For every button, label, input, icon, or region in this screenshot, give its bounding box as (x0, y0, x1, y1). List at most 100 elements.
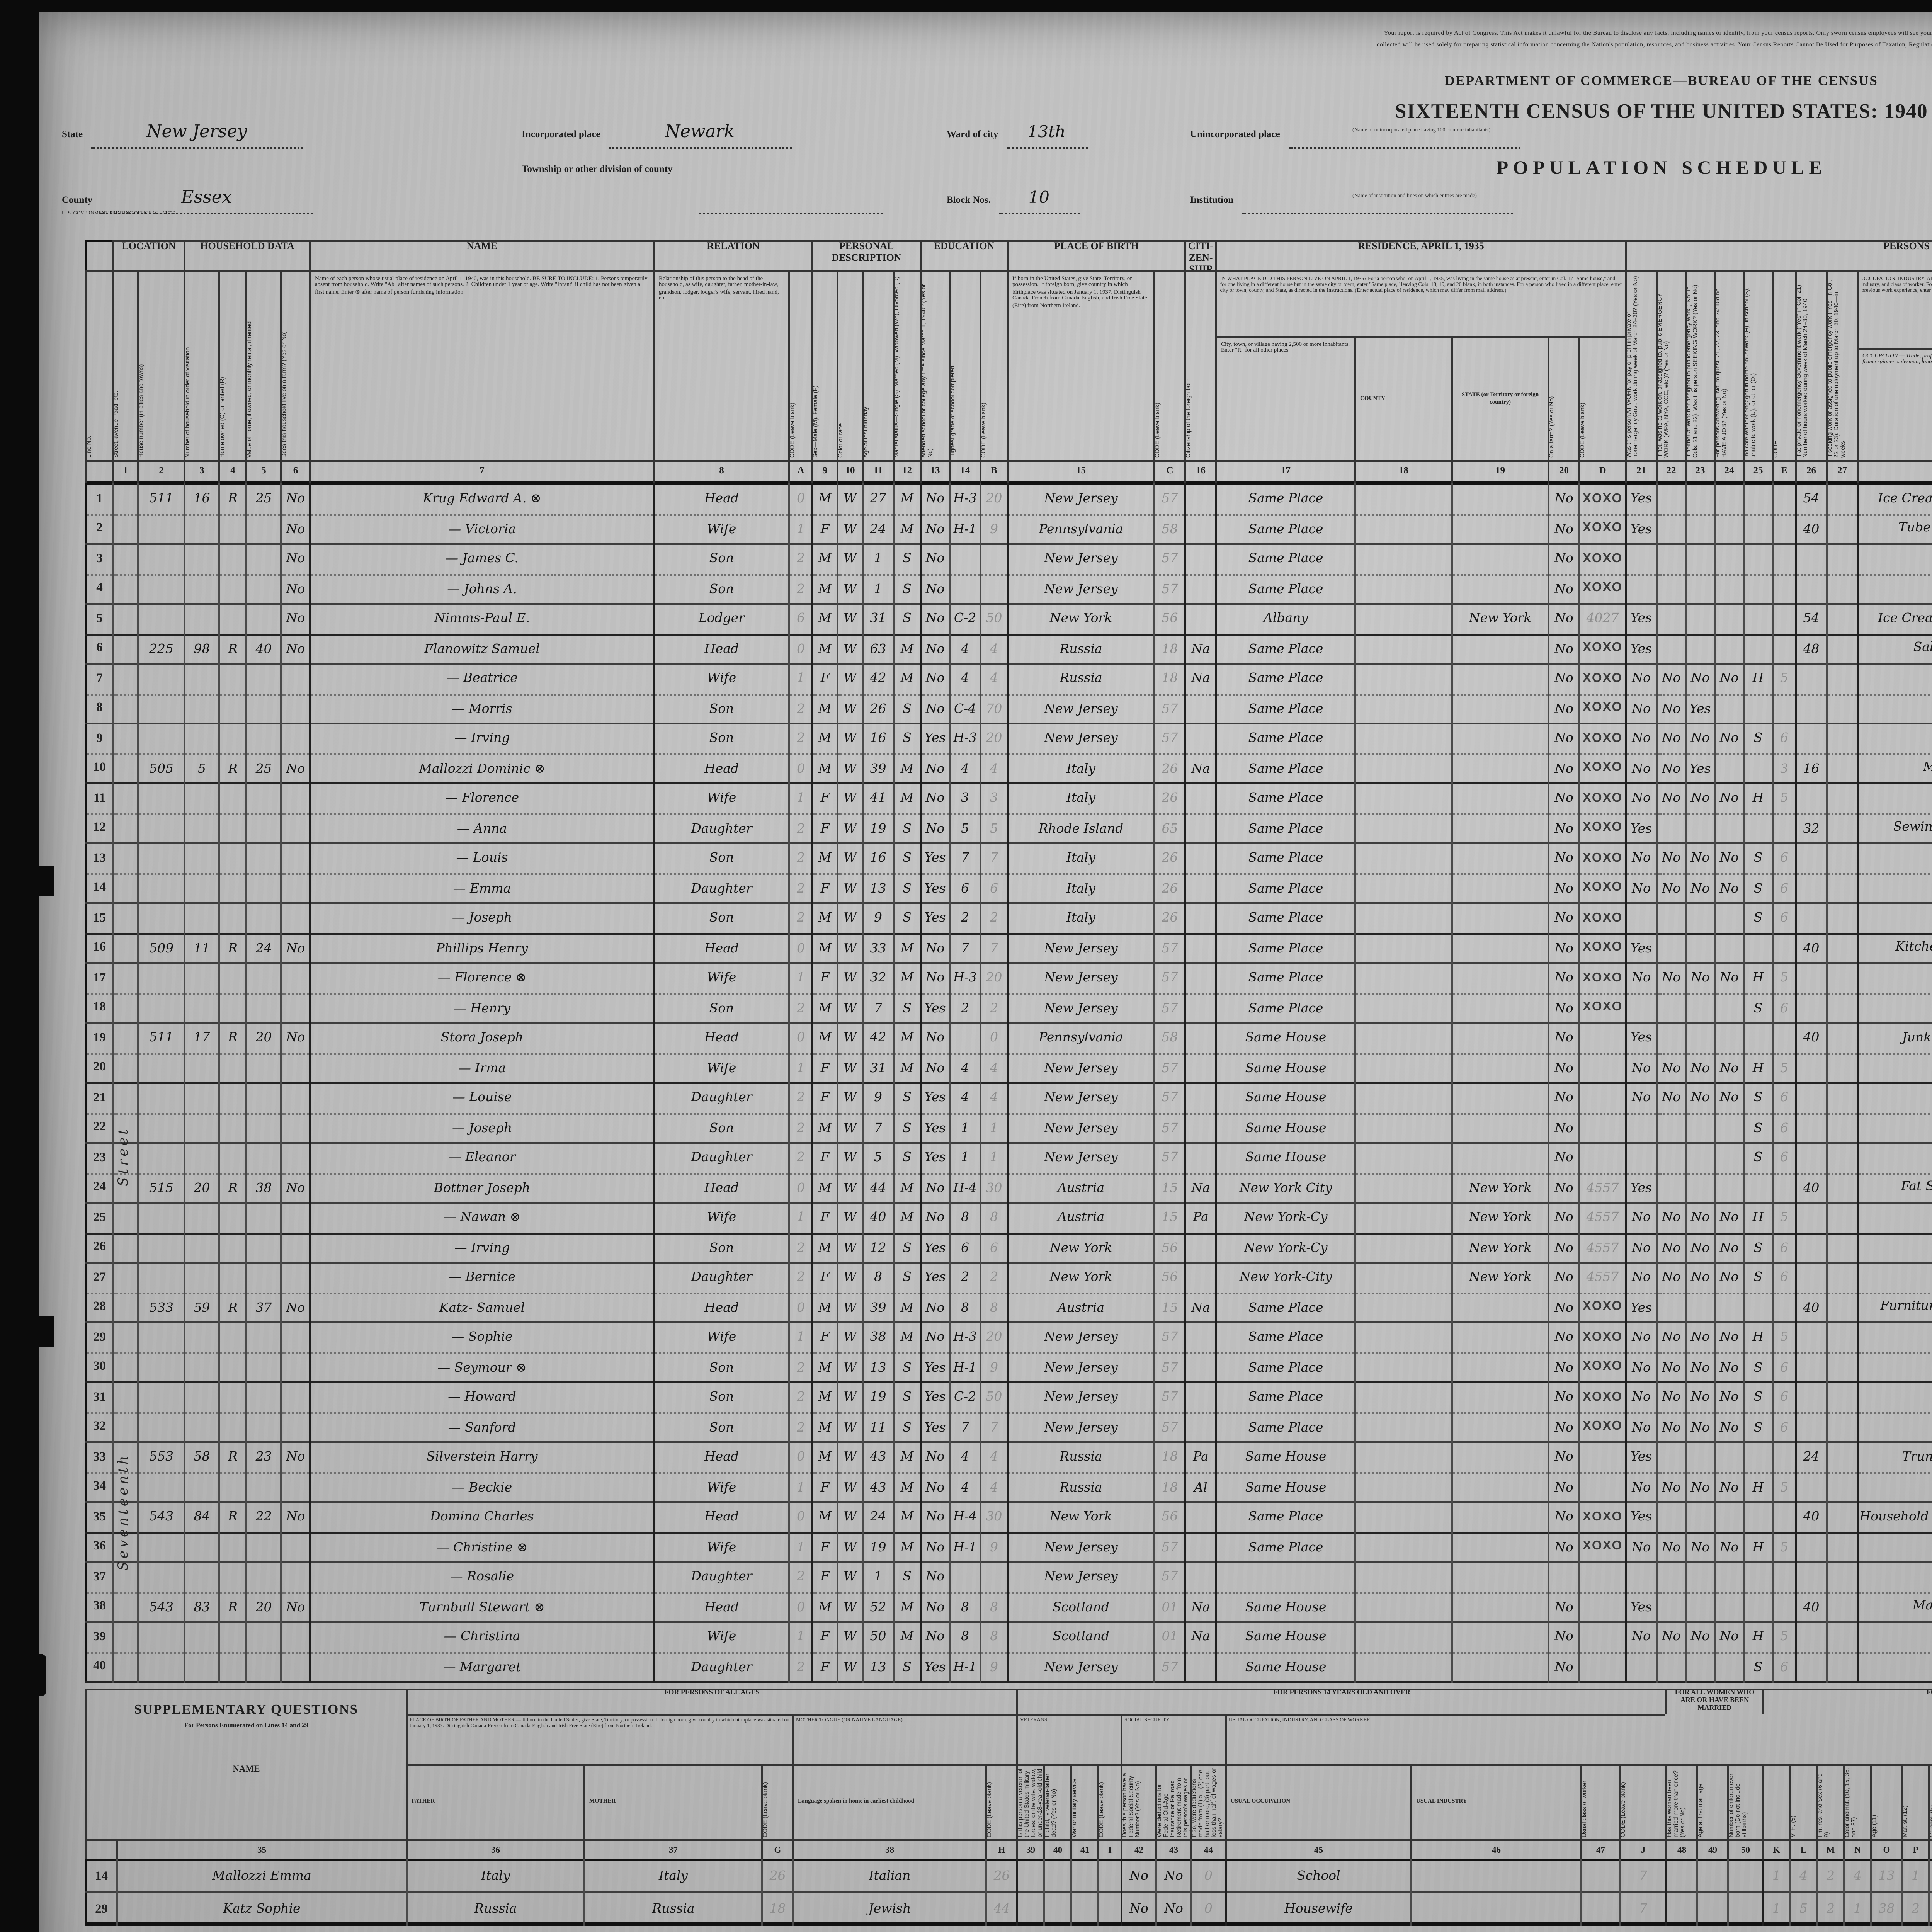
cell-d (1579, 1083, 1627, 1113)
cell-sch: Yes (920, 1652, 951, 1682)
supplement-column-number-v41: 41 (1070, 1839, 1097, 1859)
cell-c22: No (1656, 723, 1687, 753)
column-number-a: A (788, 460, 811, 483)
cell-ln_l: 37 (86, 1562, 114, 1592)
cell-c26 (1796, 1322, 1828, 1352)
cell-rel: Head (654, 634, 790, 664)
table-row: 1 511 16 R 25 No Krug Edward A. ⊗ Head 0 M W 27 M No H… (86, 484, 1932, 514)
cell-own (219, 723, 247, 753)
supplement-column-number-G: G (761, 1839, 792, 1859)
cell-farm: No (281, 514, 311, 544)
column-header-v39: Is this person a veteran of the United S… (1016, 1764, 1043, 1839)
cell-rfarm (1548, 1562, 1580, 1592)
cell-house (138, 574, 185, 604)
cell-val (246, 1532, 282, 1562)
cell-sch: No (920, 544, 951, 574)
cell-pob: New Jersey (1007, 544, 1155, 574)
supplement-column-number-v45: 45 (1225, 1839, 1410, 1859)
cell-c23 (1685, 604, 1716, 634)
cell-name: Mallozzi Dominic ⊗ (310, 753, 655, 784)
cell-occ: Fat Salesman (1857, 1173, 1932, 1203)
cell-val: 23 (246, 1442, 282, 1472)
cell-rel: Wife (654, 1322, 790, 1352)
cell-d: XOXO (1579, 1322, 1627, 1352)
column-number-age: 11 (862, 460, 893, 483)
cell-b: 7 (980, 933, 1009, 963)
cell-c26 (1796, 544, 1828, 574)
cell-ln_l: 26 (86, 1233, 114, 1263)
cell-street (113, 1442, 139, 1472)
cell-c24: No (1714, 1322, 1745, 1352)
cell-c22 (1656, 1652, 1687, 1682)
cell-c22 (1656, 1173, 1687, 1203)
cell-race: W (837, 663, 864, 694)
cell-pob: New Jersey (1007, 723, 1155, 753)
cell-rcounty (1355, 813, 1453, 844)
cell-farm: No (281, 1502, 311, 1532)
cell-c22: No (1656, 1262, 1687, 1293)
cell-e (1772, 813, 1797, 844)
cell-farm (281, 843, 311, 873)
cell-val (246, 723, 282, 753)
cell-rel: Wife (654, 1532, 790, 1562)
margin-tab-line14 (31, 866, 54, 896)
cell-race: W (837, 1532, 864, 1562)
cell-rel: Head (654, 1502, 790, 1532)
table-row: 28 533 59 R 37 No Katz- Samuel Head 0 M W 39 M No 8 8 Au… (86, 1293, 1932, 1323)
cell-occ: Kitchen Helper (1857, 933, 1932, 963)
cell-c23: No (1685, 963, 1716, 993)
cell-c26 (1796, 1262, 1828, 1293)
cell-a: 1 (789, 1053, 813, 1083)
cell-rcounty (1355, 1293, 1453, 1323)
column-number-hh: 3 (184, 460, 218, 483)
cell-farm: No (281, 604, 311, 634)
cell-house (138, 1562, 185, 1592)
cell-rcity: Same Place (1216, 1322, 1356, 1352)
cell-occ (1857, 1382, 1932, 1412)
cell-hh (184, 694, 220, 724)
cell-hh: 84 (184, 1502, 220, 1532)
cell-farm: No (281, 1293, 311, 1323)
cell-d (1579, 1562, 1627, 1592)
cell-rcounty (1355, 484, 1453, 514)
cell-rcounty (1355, 873, 1453, 903)
cell-gr: 4 (949, 753, 981, 784)
cell-c23 (1685, 813, 1716, 844)
cell-mar: S (893, 574, 922, 604)
cell-c27 (1827, 903, 1859, 933)
cell-gr (949, 544, 981, 574)
table-row: 36— Christine ⊗ Wife 1 F W 19 M No H-1 9 New Jerse… (86, 1532, 1932, 1562)
cell-rel: Head (654, 1023, 790, 1053)
cell-rcounty (1355, 1262, 1453, 1293)
cell-hh (184, 604, 220, 634)
cell-rstate (1452, 783, 1549, 813)
cell-gr (949, 1562, 981, 1592)
cell-rel: Wife (654, 783, 790, 813)
cell-c25 (1743, 1502, 1774, 1532)
cell-sex: F (812, 783, 838, 813)
cell-rel: Daughter (654, 1652, 790, 1682)
cell-val (246, 1143, 282, 1173)
column-header-M: Fm. res. and Sex (6 and 9) (1816, 1764, 1843, 1839)
cell-occ (1857, 574, 1932, 604)
cell-a: 2 (789, 574, 813, 604)
cell-sex: F (812, 1472, 838, 1502)
cell-e: 6 (1772, 1143, 1797, 1173)
cell-val (246, 1622, 282, 1652)
cell-own (219, 963, 247, 993)
cell-d: 4027 (1579, 604, 1627, 634)
cell-own: R (219, 1293, 247, 1323)
group-header-sex: PERSONAL DESCRIPTION (811, 240, 920, 270)
column-header-a: CODE (Leave blank) (788, 270, 811, 460)
supplement-column-number-v50: 50 (1727, 1839, 1762, 1859)
cell-gr: 4 (949, 634, 981, 664)
cell-hh (184, 1652, 220, 1682)
cell-name: — Christine ⊗ (310, 1532, 655, 1562)
column-header-J: CODE (Leave blank) (1619, 1764, 1665, 1839)
cell-c22 (1656, 634, 1687, 664)
supplement-column-number-P: P (1901, 1839, 1928, 1859)
cell-race: W (837, 1352, 864, 1383)
supplement-column-number-J: J (1619, 1839, 1665, 1859)
cell-c21: No (1626, 1202, 1658, 1233)
cell-hh (184, 514, 220, 544)
